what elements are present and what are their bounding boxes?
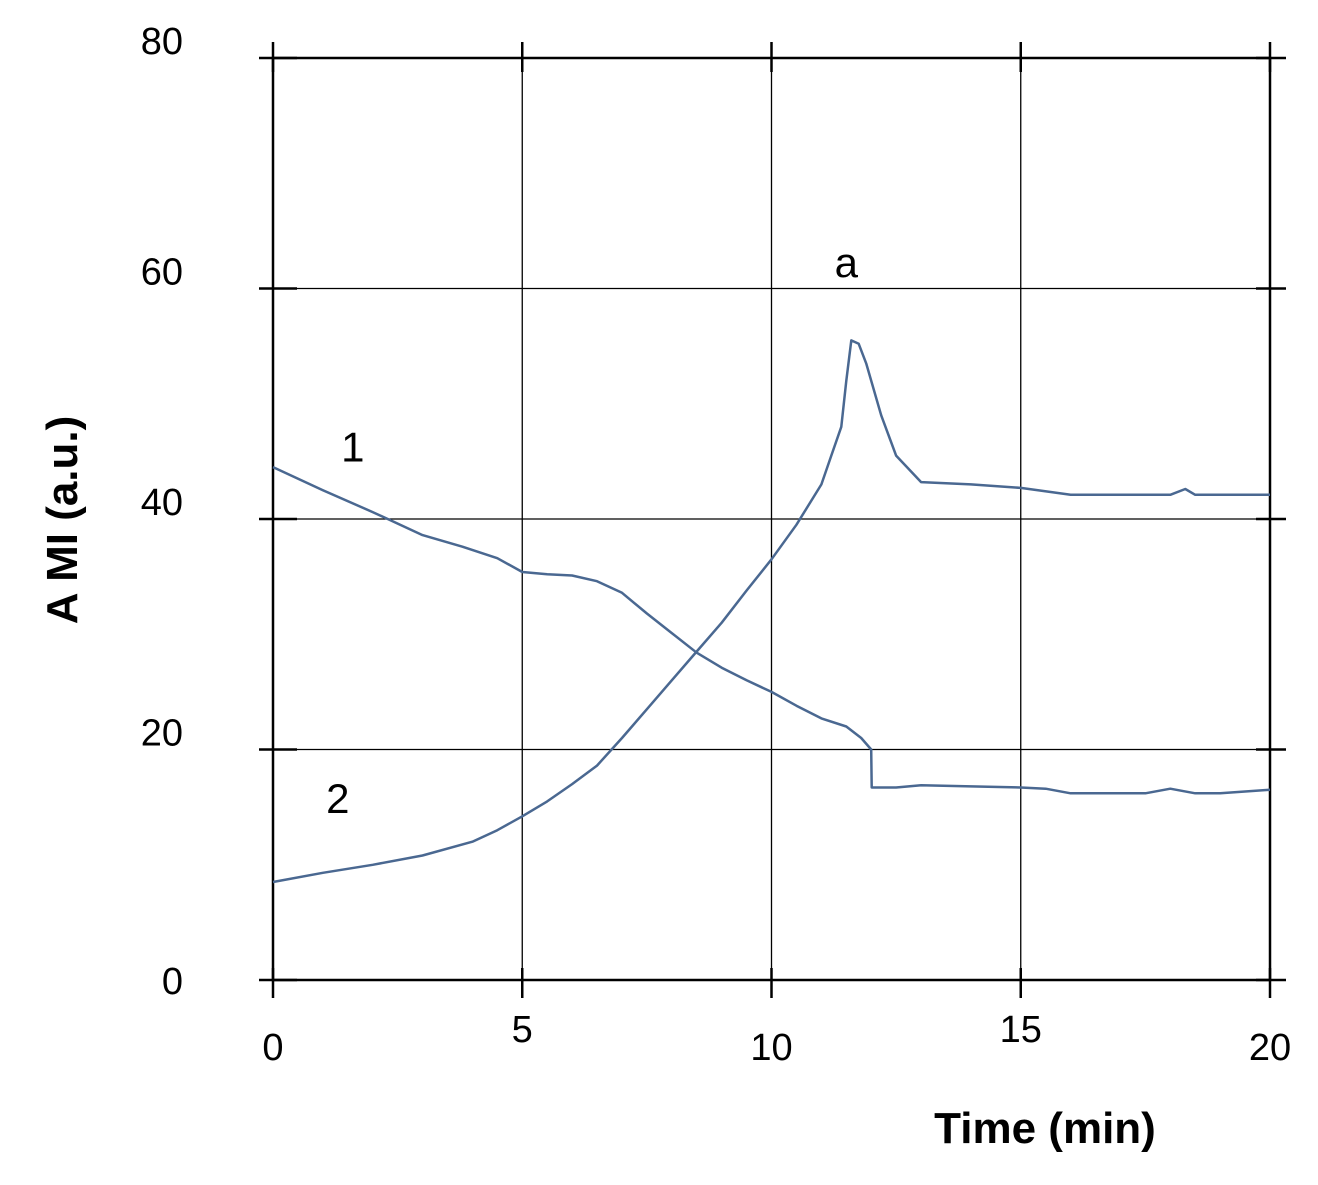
x-axis-title: Time (min) (934, 1104, 1156, 1153)
y-tick-label-20: 20 (141, 713, 183, 755)
y-tick-label-60: 60 (141, 252, 183, 294)
annotation-label-2: 2 (326, 775, 349, 822)
x-tick-label-15: 15 (1000, 1009, 1042, 1051)
x-tick-label-5: 5 (512, 1009, 533, 1051)
annotation-label-1: 1 (341, 423, 364, 470)
x-tick-label-0: 0 (262, 1027, 283, 1069)
y-tick-label-0: 0 (162, 961, 183, 1003)
annotation-label-a: a (835, 239, 859, 286)
x-tick-label-10: 10 (750, 1027, 792, 1069)
x-tick-label-20: 20 (1249, 1027, 1291, 1069)
series-curve-2 (272, 339, 1270, 884)
y-tick-label-80: 80 (141, 21, 183, 63)
series-lines (272, 339, 1271, 884)
series-curve-1 (272, 465, 1271, 795)
tick-labels: 0 5 10 15 20 0 20 40 60 80 (141, 21, 1291, 1069)
y-axis-title: A MI (a.u.) (38, 416, 87, 625)
y-tick-label-40: 40 (141, 482, 183, 524)
annotations: a 1 2 (326, 239, 858, 822)
grid-lines (273, 58, 1270, 980)
axis-ticks (259, 42, 1286, 998)
